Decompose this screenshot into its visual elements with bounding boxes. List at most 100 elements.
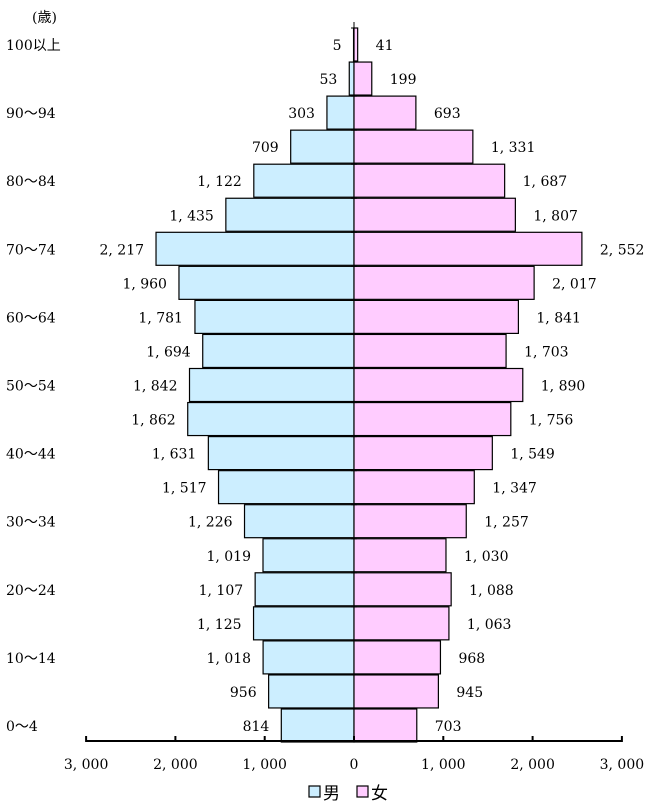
data-label-female-18: 693 (434, 106, 461, 122)
age-label-6: 30～34 (6, 515, 56, 531)
data-label-male-15: 1, 435 (169, 208, 214, 224)
bar-female-16 (353, 163, 506, 198)
bar-female-12 (353, 299, 520, 334)
bar-male-17 (290, 129, 355, 164)
data-label-female-1: 945 (456, 685, 483, 701)
bar-female-15 (353, 197, 516, 232)
data-label-male-20: 5 (333, 38, 342, 54)
bar-female-7 (353, 470, 475, 505)
data-label-female-4: 1, 088 (469, 583, 514, 599)
bar-male-18 (326, 95, 355, 130)
legend-item-female: 女 (356, 784, 388, 804)
data-label-female-10: 1, 890 (541, 379, 586, 395)
data-label-female-0: 703 (435, 719, 462, 735)
bar-male-0 (280, 708, 355, 743)
age-label-8: 40～44 (6, 447, 56, 463)
data-label-male-9: 1, 862 (131, 413, 176, 429)
data-label-male-14: 2, 217 (99, 242, 144, 258)
data-label-female-19: 199 (390, 72, 417, 88)
x-tick-label-6: 3, 000 (600, 757, 645, 773)
bars-group (155, 27, 583, 743)
bar-male-15 (225, 197, 355, 232)
data-label-female-9: 1, 756 (529, 413, 574, 429)
legend-label-male: 男 (323, 784, 340, 804)
bar-male-16 (253, 163, 355, 198)
data-label-female-6: 1, 257 (484, 515, 529, 531)
data-label-male-8: 1, 631 (152, 447, 197, 463)
data-label-male-2: 1, 018 (207, 651, 252, 667)
bar-male-4 (254, 572, 355, 607)
bar-female-14 (353, 231, 583, 266)
data-label-female-7: 1, 347 (492, 481, 537, 497)
axes-group (85, 22, 623, 742)
data-label-male-4: 1, 107 (199, 583, 244, 599)
legend-swatch-male (308, 785, 321, 798)
labels-group: 814 703 0～4 956 945 1, 018 968 10～14 1, 125 1, 06… (6, 38, 644, 773)
bar-female-10 (353, 367, 524, 403)
data-label-male-5: 1, 019 (206, 549, 251, 565)
x-tick-label-1: 2, 000 (153, 757, 198, 773)
x-tick-label-0: 3, 000 (64, 757, 109, 773)
x-tick-label-2: 1, 000 (242, 757, 287, 773)
data-label-male-11: 1, 694 (146, 344, 191, 360)
data-label-male-16: 1, 122 (197, 174, 242, 190)
age-label-4: 20～24 (6, 583, 56, 599)
data-label-male-17: 709 (252, 140, 279, 156)
data-label-female-12: 1, 841 (536, 310, 581, 326)
bar-female-19 (353, 61, 373, 96)
bar-female-20 (353, 27, 359, 62)
data-label-male-18: 303 (288, 106, 315, 122)
data-label-female-20: 41 (376, 38, 394, 54)
bar-female-8 (353, 436, 493, 471)
bar-female-3 (353, 606, 450, 641)
x-tick-label-3: 0 (350, 757, 359, 773)
bar-male-19 (348, 61, 355, 96)
x-tick-label-4: 1, 000 (421, 757, 466, 773)
bar-male-13 (178, 265, 355, 300)
bar-male-9 (187, 401, 355, 437)
age-label-14: 70～74 (6, 242, 56, 258)
data-label-male-12: 1, 781 (138, 310, 183, 326)
data-label-male-7: 1, 517 (162, 481, 207, 497)
x-tick-label-5: 2, 000 (510, 757, 555, 773)
bar-female-9 (353, 401, 512, 437)
bar-female-5 (353, 538, 447, 573)
bar-male-3 (252, 606, 355, 641)
bar-male-6 (243, 504, 355, 539)
data-label-female-15: 1, 807 (533, 208, 578, 224)
bar-male-14 (155, 231, 355, 266)
data-label-male-0: 814 (243, 719, 270, 735)
age-label-20: 100以上 (6, 38, 61, 54)
data-label-female-5: 1, 030 (464, 549, 509, 565)
bar-male-5 (262, 538, 355, 573)
bar-female-13 (353, 265, 535, 300)
data-label-male-1: 956 (230, 685, 257, 701)
data-label-female-17: 1, 331 (491, 140, 536, 156)
bar-male-12 (194, 299, 355, 334)
legend-item-male: 男 (308, 784, 340, 804)
bar-female-1 (353, 674, 439, 709)
age-label-12: 60～64 (6, 310, 56, 326)
data-label-female-13: 2, 017 (552, 276, 597, 292)
bar-male-11 (202, 333, 355, 369)
age-label-10: 50～54 (6, 379, 56, 395)
bar-male-1 (268, 674, 355, 709)
age-label-16: 80～84 (6, 174, 56, 190)
bar-female-11 (353, 333, 507, 369)
data-label-female-16: 1, 687 (523, 174, 568, 190)
bar-male-2 (262, 640, 355, 675)
bar-female-18 (353, 95, 417, 130)
data-label-female-8: 1, 549 (510, 447, 555, 463)
data-label-male-13: 1, 960 (122, 276, 167, 292)
data-label-female-2: 968 (458, 651, 485, 667)
data-label-female-3: 1, 063 (467, 617, 512, 633)
age-label-2: 10～14 (6, 651, 56, 667)
legend-label-female: 女 (371, 784, 388, 804)
bar-female-2 (353, 640, 442, 675)
data-label-female-14: 2, 552 (600, 242, 645, 258)
legend: 男 女 (308, 784, 388, 804)
bar-female-0 (353, 708, 418, 743)
age-label-18: 90～94 (6, 106, 56, 122)
data-label-male-10: 1, 842 (133, 379, 178, 395)
